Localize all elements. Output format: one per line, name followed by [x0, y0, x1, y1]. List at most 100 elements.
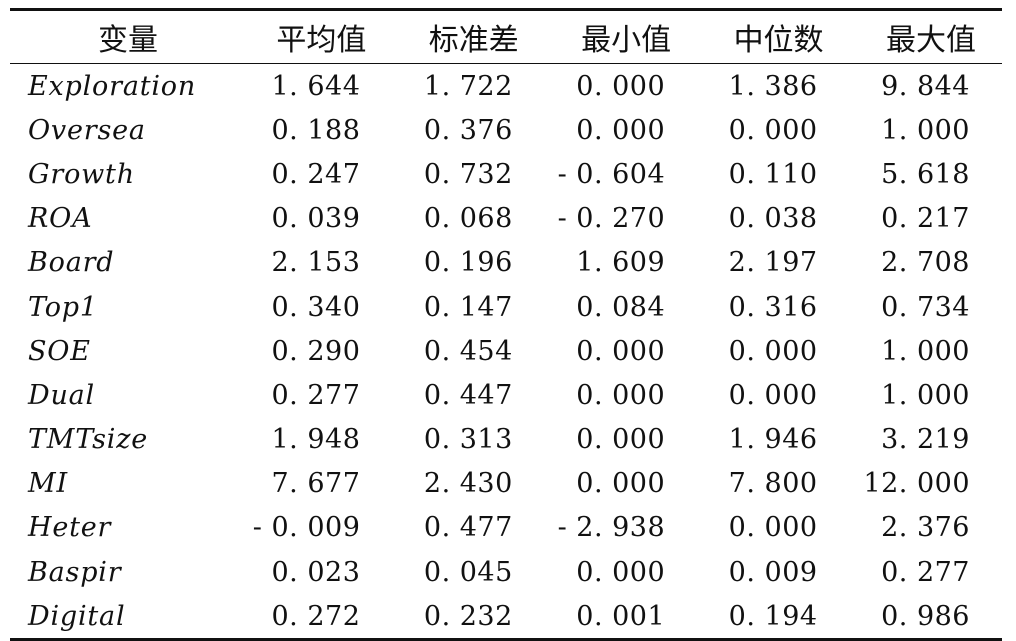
cell-mean: 0. 290: [271, 335, 361, 367]
cell-mean: 1. 948: [271, 424, 361, 456]
cell-max: 0. 734: [881, 291, 970, 323]
table-row: Top1 0. 340 0. 147 0. 084 0. 316 0. 734: [10, 285, 1002, 329]
cell-max: 1. 000: [881, 114, 970, 146]
cell-min: - 0. 270: [557, 203, 666, 235]
cell-std-dev: 0. 454: [423, 335, 513, 367]
cell-max: 9. 844: [881, 70, 970, 102]
table-row: Exploration 1. 644 1. 722 0. 000 1. 386 9. 84…: [10, 64, 1002, 109]
cell-max: 12. 000: [863, 468, 970, 500]
cell-median: 7. 800: [728, 468, 818, 500]
cell-max: 1. 000: [881, 379, 970, 411]
table-row: Digital 0. 272 0. 232 0. 001 0. 194 0. 986: [10, 594, 1002, 640]
descriptive-statistics-table: 变量 平均值 标准差 最小值 中位数 最大值 Exploration 1. 644…: [10, 8, 1002, 641]
cell-variable: Top1: [28, 291, 98, 323]
cell-std-dev: 1. 722: [423, 70, 513, 102]
cell-median: 0. 038: [728, 203, 818, 235]
table-body: Exploration 1. 644 1. 722 0. 000 1. 386 9. 84…: [10, 64, 1002, 640]
cell-variable: Dual: [28, 379, 95, 411]
table-row: TMTsize 1. 948 0. 313 0. 000 1. 946 3. 219: [10, 418, 1002, 462]
cell-std-dev: 0. 732: [423, 158, 513, 190]
cell-mean: 0. 340: [271, 291, 361, 323]
cell-std-dev: 0. 376: [423, 114, 513, 146]
header-median: 中位数: [733, 23, 824, 58]
cell-median: 0. 194: [728, 600, 818, 632]
table-row: Dual 0. 277 0. 447 0. 000 0. 000 1. 000: [10, 373, 1002, 417]
cell-max: 3. 219: [881, 424, 970, 456]
cell-std-dev: 0. 313: [423, 424, 513, 456]
cell-min: 0. 000: [576, 379, 666, 411]
cell-variable: Heter: [28, 512, 112, 544]
cell-median: 0. 000: [728, 512, 818, 544]
cell-max: 5. 618: [881, 158, 970, 190]
cell-max: 0. 277: [881, 556, 970, 588]
cell-min: 0. 000: [576, 424, 666, 456]
cell-mean: 2. 153: [271, 247, 361, 279]
cell-min: 0. 084: [576, 291, 666, 323]
cell-median: 0. 009: [728, 556, 818, 588]
cell-median: 1. 946: [728, 424, 818, 456]
table-row: SOE 0. 290 0. 454 0. 000 0. 000 1. 000: [10, 329, 1002, 373]
cell-variable: Baspir: [28, 556, 122, 588]
cell-variable: TMTsize: [28, 424, 148, 456]
header-row: 变量 平均值 标准差 最小值 中位数 最大值: [10, 9, 1002, 64]
cell-min: 0. 001: [576, 600, 666, 632]
descriptive-statistics-table-container: 变量 平均值 标准差 最小值 中位数 最大值 Exploration 1. 644…: [10, 8, 1002, 641]
cell-median: 1. 386: [728, 70, 818, 102]
cell-min: 0. 000: [576, 335, 666, 367]
cell-variable: ROA: [28, 203, 93, 235]
header-mean: 平均值: [276, 23, 367, 58]
cell-min: 0. 000: [576, 468, 666, 500]
cell-median: 0. 110: [728, 158, 818, 190]
cell-mean: 7. 677: [271, 468, 361, 500]
cell-std-dev: 0. 045: [423, 556, 513, 588]
header-max: 最大值: [886, 23, 976, 58]
cell-median: 0. 000: [728, 335, 818, 367]
cell-mean: - 0. 009: [252, 512, 361, 544]
table-row: Baspir 0. 023 0. 045 0. 000 0. 009 0. 277: [10, 550, 1002, 594]
cell-min: 0. 000: [576, 556, 666, 588]
cell-variable: SOE: [28, 335, 91, 367]
cell-min: - 2. 938: [557, 512, 666, 544]
cell-median: 0. 316: [728, 291, 818, 323]
cell-mean: 1. 644: [271, 70, 361, 102]
cell-variable: MI: [28, 468, 68, 500]
cell-std-dev: 0. 196: [423, 247, 513, 279]
cell-std-dev: 0. 068: [423, 203, 513, 235]
cell-mean: 0. 039: [271, 203, 361, 235]
cell-mean: 0. 272: [271, 600, 361, 632]
table-row: ROA 0. 039 0. 068 - 0. 270 0. 038 0. 217: [10, 197, 1002, 241]
cell-variable: Board: [28, 247, 115, 279]
cell-std-dev: 0. 477: [423, 512, 513, 544]
table-row: MI 7. 677 2. 430 0. 000 7. 800 12. 000: [10, 462, 1002, 506]
cell-mean: 0. 188: [271, 114, 361, 146]
table-row: Oversea 0. 188 0. 376 0. 000 0. 000 1. 000: [10, 108, 1002, 152]
cell-variable: Oversea: [28, 114, 146, 146]
table-row: Growth 0. 247 0. 732 - 0. 604 0. 110 5. 618: [10, 152, 1002, 196]
cell-std-dev: 0. 232: [423, 600, 513, 632]
cell-median: 0. 000: [728, 379, 818, 411]
cell-max: 2. 376: [881, 512, 970, 544]
cell-mean: 0. 247: [271, 158, 361, 190]
cell-median: 0. 000: [728, 114, 818, 146]
cell-max: 2. 708: [881, 247, 970, 279]
header-min: 最小值: [581, 23, 672, 58]
header-std-dev: 标准差: [428, 23, 519, 58]
header-variable: 变量: [98, 23, 158, 58]
cell-std-dev: 0. 447: [423, 379, 513, 411]
cell-mean: 0. 277: [271, 379, 361, 411]
cell-variable: Digital: [28, 600, 126, 632]
cell-std-dev: 0. 147: [423, 291, 513, 323]
table-row: Board 2. 153 0. 196 1. 609 2. 197 2. 708: [10, 241, 1002, 285]
cell-min: 0. 000: [576, 70, 666, 102]
cell-variable: Growth: [28, 158, 135, 190]
cell-max: 1. 000: [881, 335, 970, 367]
table-row: Heter - 0. 009 0. 477 - 2. 938 0. 000 2. 376: [10, 506, 1002, 550]
cell-mean: 0. 023: [271, 556, 361, 588]
cell-max: 0. 986: [881, 600, 970, 632]
cell-min: - 0. 604: [557, 158, 666, 190]
cell-std-dev: 2. 430: [423, 468, 513, 500]
cell-min: 0. 000: [576, 114, 666, 146]
cell-max: 0. 217: [881, 203, 970, 235]
cell-variable: Exploration: [28, 70, 197, 102]
cell-min: 1. 609: [576, 247, 666, 279]
